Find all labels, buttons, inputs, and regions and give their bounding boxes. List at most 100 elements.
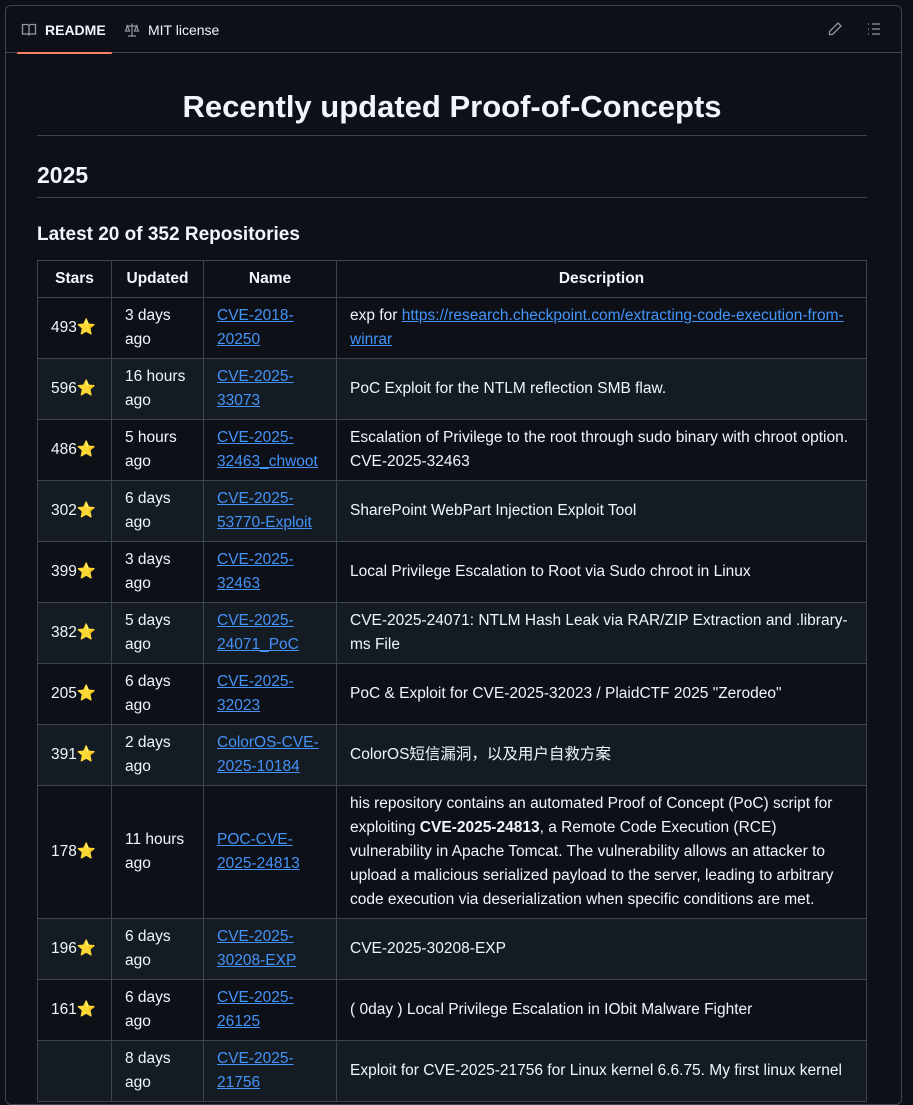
- column-header: Name: [203, 260, 337, 298]
- description-cell: ColorOS短信漏洞，以及用户自救方案: [336, 724, 867, 786]
- star-count: 205: [51, 685, 77, 702]
- table-row: 486⭐ 5 hours ago CVE-2025-32463_chwoot E…: [37, 419, 867, 481]
- star-icon: ⭐: [76, 746, 97, 763]
- stars-cell: 486⭐: [37, 419, 112, 481]
- year-heading: 2025: [37, 162, 867, 198]
- description-text: CVE-2025-24813: [419, 819, 540, 836]
- description-text: SharePoint WebPart Injection Exploit Too…: [350, 502, 637, 519]
- star-icon: ⭐: [76, 319, 97, 336]
- name-cell: CVE-2025-24071_PoC: [203, 602, 337, 664]
- star-count: 382: [51, 624, 77, 641]
- repo-link[interactable]: CVE-2025-21756: [217, 1050, 294, 1091]
- tab-license-label: MIT license: [148, 21, 220, 38]
- name-cell: POC-CVE-2025-24813: [203, 785, 337, 919]
- column-header: Description: [336, 260, 867, 298]
- stars-cell: 302⭐: [37, 480, 112, 542]
- description-text: PoC & Exploit for CVE-2025-32023 / Plaid…: [350, 685, 782, 702]
- repo-link[interactable]: CVE-2025-30208-EXP: [217, 928, 297, 969]
- table-row: 302⭐ 6 days ago CVE-2025-53770-Exploit S…: [37, 480, 867, 542]
- description-text: Escalation of Privilege to the root thro…: [350, 429, 849, 470]
- description-cell: ( 0day ) Local Privilege Escalation in I…: [336, 979, 867, 1041]
- description-text: CVE-2025-30208-EXP: [350, 940, 506, 957]
- repo-link[interactable]: CVE-2025-32463: [217, 551, 294, 592]
- repo-link[interactable]: CVE-2025-24071_PoC: [217, 612, 299, 653]
- star-count: 302: [51, 502, 77, 519]
- table-row: 493⭐ 3 days ago CVE-2018-20250 exp for h…: [37, 297, 867, 359]
- description-cell: PoC Exploit for the NTLM reflection SMB …: [336, 358, 867, 420]
- updated-cell: 6 days ago: [111, 663, 204, 725]
- name-cell: CVE-2025-53770-Exploit: [203, 480, 337, 542]
- star-icon: ⭐: [76, 563, 97, 580]
- description-text: CVE-2025-24071: NTLM Hash Leak via RAR/Z…: [350, 612, 848, 653]
- star-count: 399: [51, 563, 77, 580]
- repo-link[interactable]: CVE-2025-32023: [217, 673, 294, 714]
- description-cell: Exploit for CVE-2025-21756 for Linux ker…: [336, 1040, 867, 1102]
- repo-link[interactable]: CVE-2025-26125: [217, 989, 294, 1030]
- book-icon: [21, 23, 37, 36]
- star-icon: ⭐: [76, 940, 97, 957]
- description-cell: SharePoint WebPart Injection Exploit Too…: [336, 480, 867, 542]
- description-text: ColorOS短信漏洞，以及用户自救方案: [350, 746, 611, 763]
- repo-link[interactable]: CVE-2018-20250: [217, 307, 294, 348]
- table-row: 399⭐ 3 days ago CVE-2025-32463 Local Pri…: [37, 541, 867, 603]
- name-cell: CVE-2018-20250: [203, 297, 337, 359]
- repo-link[interactable]: CVE-2025-33073: [217, 368, 294, 409]
- repo-link[interactable]: CVE-2025-32463_chwoot: [217, 429, 318, 470]
- description-cell: CVE-2025-30208-EXP: [336, 918, 867, 980]
- table-row: 196⭐ 6 days ago CVE-2025-30208-EXP CVE-2…: [37, 918, 867, 980]
- description-text: exp for: [350, 307, 402, 324]
- star-icon: ⭐: [76, 624, 97, 641]
- name-cell: CVE-2025-26125: [203, 979, 337, 1041]
- star-count: 196: [51, 940, 77, 957]
- stars-cell: [37, 1040, 112, 1102]
- table-row: 161⭐ 6 days ago CVE-2025-26125 ( 0day ) …: [37, 979, 867, 1041]
- repo-link[interactable]: CVE-2025-53770-Exploit: [217, 490, 312, 531]
- description-cell: exp for https://research.checkpoint.com/…: [336, 297, 867, 359]
- description-cell: PoC & Exploit for CVE-2025-32023 / Plaid…: [336, 663, 867, 725]
- updated-cell: 5 days ago: [111, 602, 204, 664]
- table-row: 178⭐ 11 hours ago POC-CVE-2025-24813 his…: [37, 785, 867, 919]
- updated-cell: 6 days ago: [111, 979, 204, 1041]
- updated-cell: 6 days ago: [111, 480, 204, 542]
- updated-cell: 3 days ago: [111, 541, 204, 603]
- star-count: 178: [51, 843, 77, 860]
- description-text: , a Remote Code Execution (RCE) vulnerab…: [350, 819, 834, 908]
- star-icon: ⭐: [76, 1001, 97, 1018]
- stars-cell: 178⭐: [37, 785, 112, 919]
- table-row: 382⭐ 5 days ago CVE-2025-24071_PoC CVE-2…: [37, 602, 867, 664]
- updated-cell: 5 hours ago: [111, 419, 204, 481]
- updated-cell: 6 days ago: [111, 918, 204, 980]
- name-cell: CVE-2025-32463_chwoot: [203, 419, 337, 481]
- table-row: 391⭐ 2 days ago ColorOS-CVE-2025-10184 C…: [37, 724, 867, 786]
- repo-link[interactable]: POC-CVE-2025-24813: [217, 831, 300, 872]
- stars-cell: 382⭐: [37, 602, 112, 664]
- table-row: 596⭐ 16 hours ago CVE-2025-33073 PoC Exp…: [37, 358, 867, 420]
- tab-readme-label: README: [45, 21, 106, 38]
- description-text: his repository contains an automated Pro…: [350, 795, 833, 836]
- repositories-heading: Latest 20 of 352 Repositories: [37, 224, 300, 245]
- name-cell: ColorOS-CVE-2025-10184: [203, 724, 337, 786]
- repo-link[interactable]: ColorOS-CVE-2025-10184: [217, 734, 319, 775]
- description-cell: his repository contains an automated Pro…: [336, 785, 867, 919]
- page-title: Recently updated Proof-of-Concepts: [37, 53, 867, 136]
- star-count: 493: [51, 319, 77, 336]
- name-cell: CVE-2025-30208-EXP: [203, 918, 337, 980]
- description-text: ( 0day ) Local Privilege Escalation in I…: [350, 1001, 753, 1018]
- stars-cell: 161⭐: [37, 979, 112, 1041]
- tab-license[interactable]: MIT license: [124, 6, 219, 53]
- star-count: 161: [51, 1001, 77, 1018]
- column-header: Updated: [111, 260, 204, 298]
- readme-content: Recently updated Proof-of-Concepts 2025 …: [37, 53, 867, 1102]
- list-icon[interactable]: [866, 21, 882, 37]
- pencil-icon[interactable]: [827, 21, 843, 37]
- description-cell: CVE-2025-24071: NTLM Hash Leak via RAR/Z…: [336, 602, 867, 664]
- description-link[interactable]: https://research.checkpoint.com/extracti…: [350, 307, 844, 348]
- updated-cell: 16 hours ago: [111, 358, 204, 420]
- tab-readme[interactable]: README: [17, 6, 112, 54]
- star-icon: ⭐: [76, 380, 97, 397]
- law-icon: [124, 23, 140, 37]
- updated-cell: 11 hours ago: [111, 785, 204, 919]
- star-count: 596: [51, 380, 77, 397]
- name-cell: CVE-2025-32463: [203, 541, 337, 603]
- star-count: 391: [51, 746, 77, 763]
